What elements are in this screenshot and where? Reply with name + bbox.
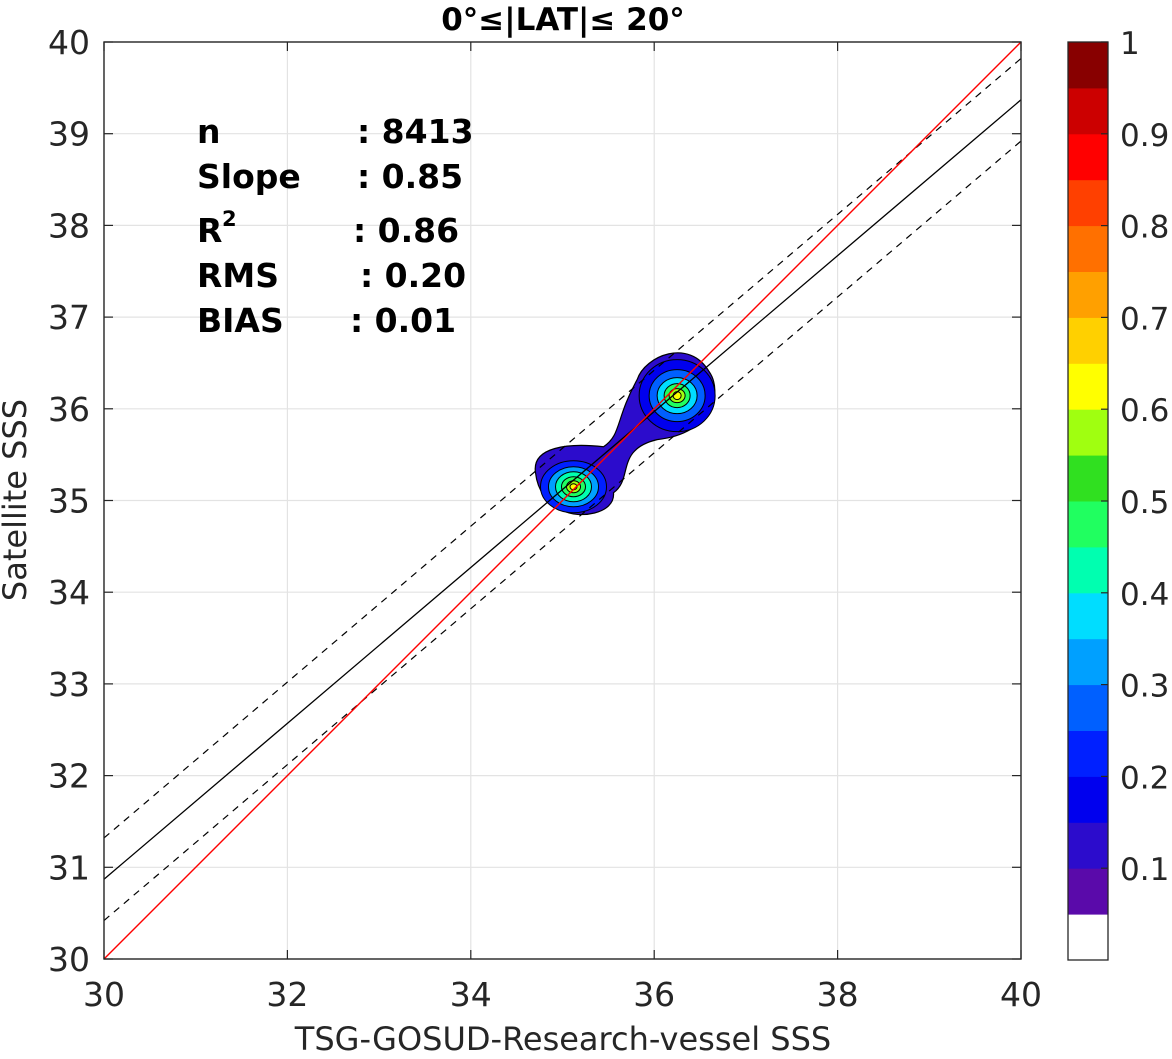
y-tick-label: 40 <box>48 23 90 62</box>
colorbar-tick-label: 0.6 <box>1120 393 1169 429</box>
stat-value: : 8413 <box>357 112 474 151</box>
colorbar-segment <box>1068 133 1108 181</box>
x-tick-label: 40 <box>1000 975 1042 1014</box>
y-tick-label: 35 <box>48 482 90 521</box>
y-tick-label: 38 <box>48 206 90 245</box>
x-tick-label: 32 <box>266 975 308 1014</box>
colorbar-tick-label: 0.2 <box>1120 760 1169 796</box>
colorbar-segment <box>1068 225 1108 272</box>
stat-value: : 0.85 <box>357 157 463 196</box>
y-tick-label: 34 <box>48 573 90 612</box>
colorbar-segment <box>1068 730 1108 777</box>
y-tick-label: 32 <box>48 757 90 796</box>
colorbar: 0.1 0.2 0.3 0.4 0.5 0.6 0.7 0.8 0.9 1 <box>1067 26 1169 961</box>
colorbar-segment <box>1068 271 1108 318</box>
colorbar-segment <box>1068 868 1108 915</box>
colorbar-segment <box>1068 776 1108 823</box>
y-tick-label: 36 <box>48 390 90 429</box>
y-tick-label: 37 <box>48 298 90 337</box>
stat-label: n <box>197 112 221 151</box>
colorbar-segment <box>1068 684 1108 731</box>
chart-title: 0°≤|LAT|≤ 20° <box>441 2 685 38</box>
y-tick-label: 31 <box>48 848 90 887</box>
colorbar-segment <box>1068 363 1108 410</box>
colorbar-tick-label: 0.5 <box>1120 485 1169 521</box>
stat-value: : 0.01 <box>350 301 456 340</box>
colorbar-segment <box>1068 592 1108 640</box>
fit-band-line <box>104 58 1021 839</box>
colorbar-tick-label: 0.8 <box>1120 210 1169 246</box>
x-axis-label: TSG-GOSUD-Research-vessel SSS <box>294 1020 831 1055</box>
x-tick-label: 30 <box>83 975 125 1014</box>
fit-band-line <box>104 140 1021 921</box>
colorbar-segment <box>1068 455 1108 502</box>
colorbar-segment <box>1068 42 1108 89</box>
stat-label: RMS <box>197 256 279 295</box>
colorbar-segment <box>1068 822 1108 869</box>
x-tick-label: 36 <box>633 975 675 1014</box>
colorbar-tick-label: 1 <box>1120 26 1140 62</box>
colorbar-segment <box>1068 409 1108 456</box>
colorbar-segment <box>1068 179 1108 227</box>
x-tick-label: 38 <box>817 975 859 1014</box>
stat-label: Slope <box>197 157 301 196</box>
stat-label: R <box>197 211 222 250</box>
stat-label: BIAS <box>197 301 284 340</box>
regression-line <box>104 99 1021 880</box>
stat-value: : 0.20 <box>360 256 466 295</box>
y-tick-label: 30 <box>48 940 90 979</box>
y-axis-label: Satellite SSS <box>0 399 34 601</box>
colorbar-segment <box>1068 501 1108 548</box>
reference-lines <box>104 42 1021 959</box>
colorbar-segment <box>1068 87 1108 135</box>
colorbar-segment <box>1068 546 1108 594</box>
y-tick-label: 39 <box>48 115 90 154</box>
colorbar-tick-label: 0.3 <box>1120 669 1169 705</box>
y-tick-label: 33 <box>48 665 90 704</box>
stat-value: : 0.86 <box>353 211 459 250</box>
colorbar-segment <box>1068 638 1108 686</box>
colorbar-segment <box>1068 914 1108 961</box>
colorbar-tick-label: 0.1 <box>1120 852 1169 888</box>
stat-label-superscript: 2 <box>222 207 237 231</box>
colorbar-tick-label: 0.7 <box>1120 301 1169 337</box>
x-tick-label: 34 <box>450 975 492 1014</box>
colorbar-segment <box>1068 317 1108 364</box>
colorbar-tick-label: 0.9 <box>1120 118 1169 154</box>
identity-line <box>104 42 1021 959</box>
colorbar-tick-label: 0.4 <box>1120 577 1169 613</box>
